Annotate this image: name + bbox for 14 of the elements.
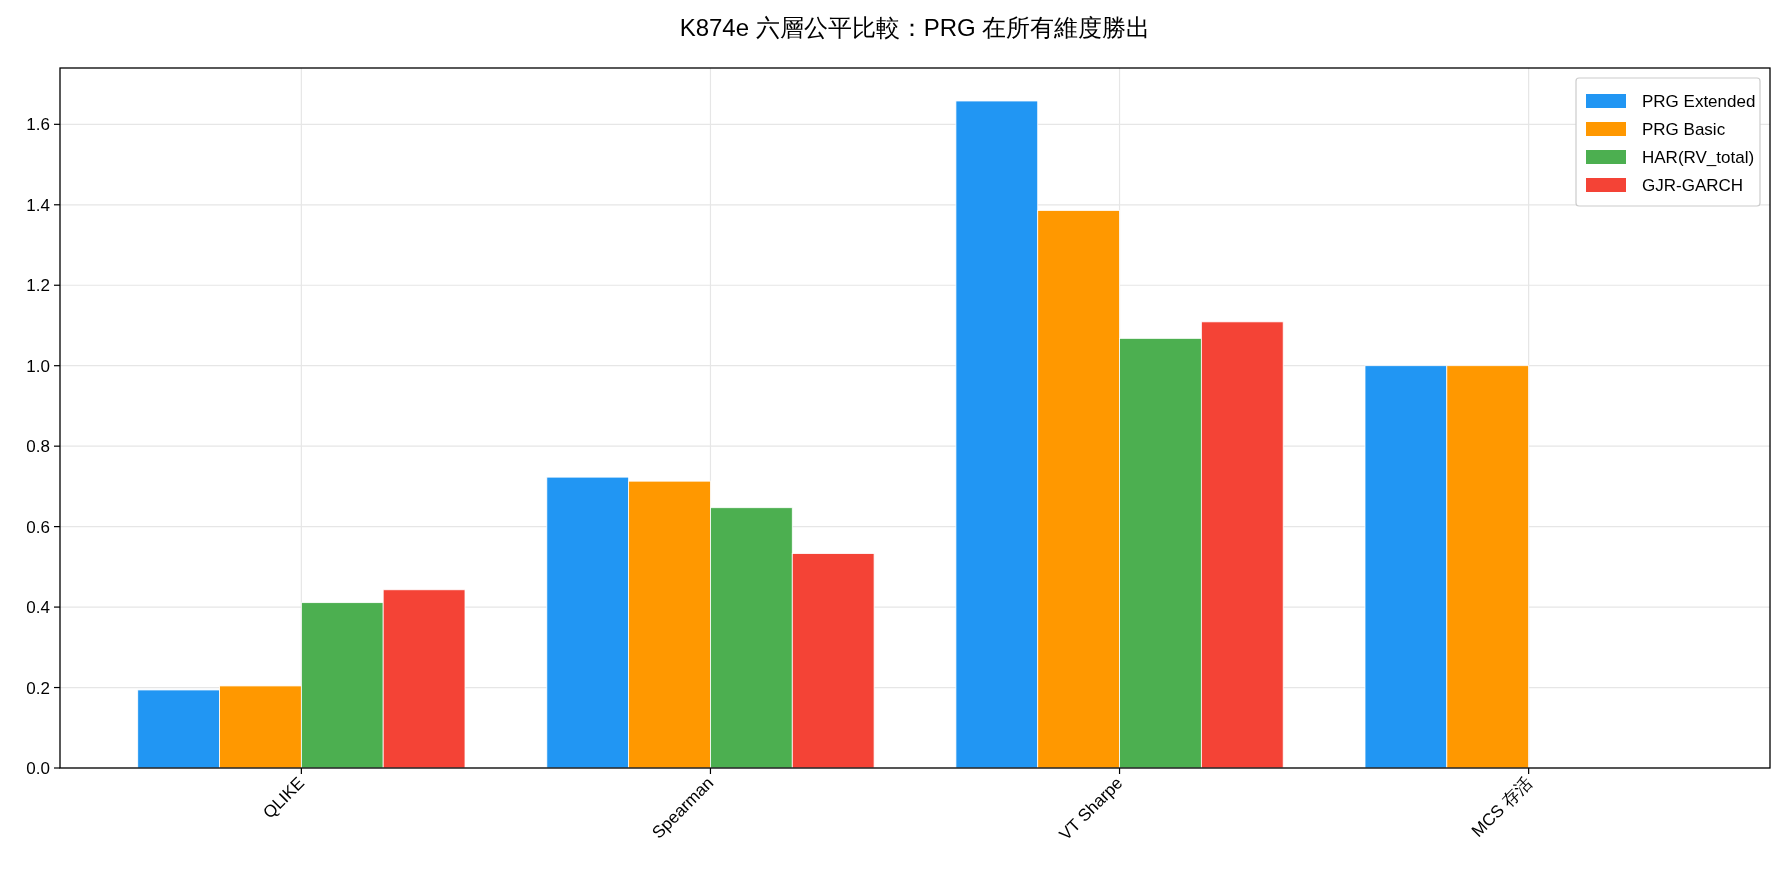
y-tick-label: 0.0 <box>26 759 50 778</box>
legend-label: PRG Extended <box>1642 92 1756 111</box>
y-tick-label: 0.8 <box>26 437 50 457</box>
y-tick-label: 1.6 <box>26 115 50 135</box>
legend-label: GJR-GARCH <box>1642 176 1744 195</box>
legend-label: HAR(RV_total) <box>1642 148 1755 167</box>
chart-title: K874e 六層公平比較：PRG 在所有維度勝出 <box>679 14 1151 41</box>
legend-label: PRG Basic <box>1642 120 1726 139</box>
y-tick-label: 1.2 <box>26 276 50 296</box>
y-tick-label: 1.0 <box>26 356 50 376</box>
y-tick-label: 0.6 <box>26 517 50 537</box>
y-tick-label: 1.4 <box>26 195 50 215</box>
y-tick-label: 0.2 <box>26 678 50 698</box>
y-tick-label: 0.4 <box>26 598 50 618</box>
